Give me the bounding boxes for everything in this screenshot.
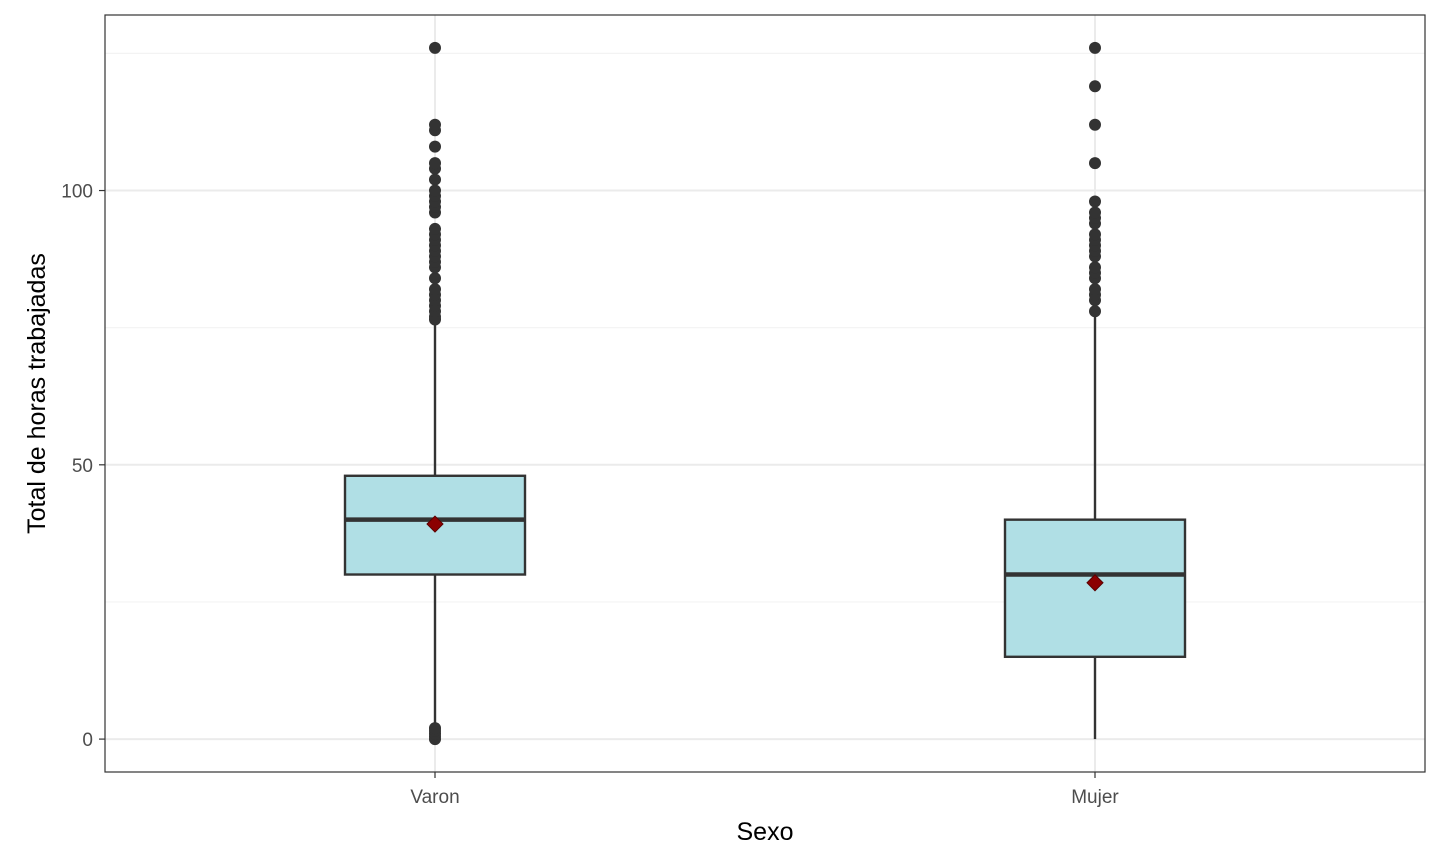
- x-tick-label: Mujer: [1071, 787, 1119, 808]
- y-axis-title: Total de horas trabajadas: [23, 253, 51, 534]
- outlier-point: [429, 140, 441, 153]
- boxes: [343, 41, 1187, 746]
- outlier-point: [1089, 118, 1101, 131]
- outlier-point: [1089, 228, 1101, 241]
- mean-marker: [1086, 574, 1104, 592]
- outlier-point: [1089, 41, 1101, 54]
- outlier-point: [429, 722, 441, 735]
- y-tick-label: 100: [61, 182, 93, 203]
- y-tick-label: 0: [82, 730, 93, 751]
- outlier-point: [1089, 261, 1101, 274]
- mean-marker: [426, 515, 444, 533]
- outlier-point: [1089, 80, 1101, 93]
- outlier-point: [429, 157, 441, 170]
- outlier-point: [429, 272, 441, 285]
- outlier-point: [429, 184, 441, 197]
- box-group-mujer: [1003, 41, 1187, 740]
- outlier-point: [429, 222, 441, 235]
- outlier-point: [1089, 157, 1101, 170]
- y-tick-label: 50: [72, 456, 93, 477]
- outlier-point: [1089, 195, 1101, 208]
- outlier-point: [429, 173, 441, 186]
- outlier-point: [429, 283, 441, 296]
- outlier-point: [1089, 305, 1101, 318]
- x-axis-title: Sexo: [737, 818, 794, 846]
- x-tick-label: Varon: [410, 787, 459, 808]
- axes: 0 50 100 Varon Mujer: [61, 182, 1119, 808]
- outlier-point: [429, 118, 441, 131]
- outlier-point: [429, 41, 441, 54]
- panel-border: [104, 14, 1426, 773]
- outlier-point: [1089, 206, 1101, 219]
- box-group-varon: [343, 41, 527, 746]
- outlier-point: [1089, 283, 1101, 296]
